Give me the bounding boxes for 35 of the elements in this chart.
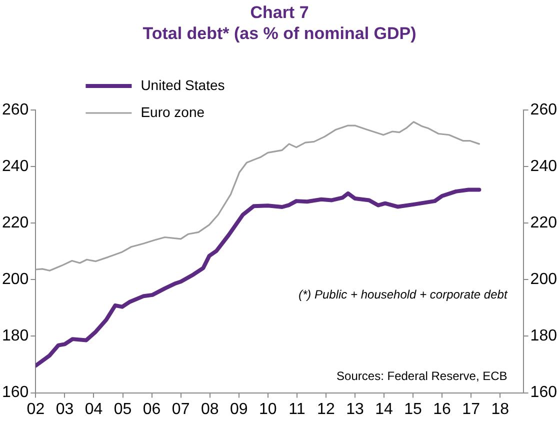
x-tick-label: 06	[142, 400, 161, 418]
x-tick-label: 13	[346, 400, 364, 418]
y2-tick-label: 240	[530, 158, 558, 175]
y2-tick-label: 160	[530, 384, 558, 402]
x-tick-label: 07	[172, 400, 190, 418]
y2-tick-label: 200	[530, 271, 558, 288]
y-tick-label: 220	[2, 214, 29, 232]
y-tick-label: 200	[2, 271, 29, 288]
y-tick-label: 160	[2, 384, 29, 402]
y-tick-label: 180	[2, 328, 29, 345]
legend-label: United States	[140, 76, 225, 93]
legend-label: Euro zone	[140, 104, 205, 120]
x-tick-label: 18	[491, 400, 510, 418]
x-tick-label: 08	[200, 400, 219, 418]
x-tick-label: 14	[375, 400, 393, 418]
x-tick-label: 10	[258, 400, 277, 418]
x-tick-label: 02	[26, 400, 45, 418]
annotation: (*) Public + household + corporate debt	[298, 288, 508, 302]
x-tick-label: 03	[56, 400, 74, 418]
x-tick-label: 17	[462, 400, 480, 418]
x-tick-label: 04	[84, 400, 103, 418]
x-tick-label: 16	[433, 400, 452, 418]
x-tick-label: 11	[288, 400, 306, 418]
y2-tick-label: 180	[530, 328, 558, 345]
x-tick-label: 15	[404, 400, 422, 418]
x-tick-label: 09	[230, 400, 248, 418]
y-tick-label: 260	[2, 101, 29, 118]
y-tick-label: 240	[2, 158, 29, 175]
chart-title: Chart 7	[249, 2, 310, 23]
y2-tick-label: 220	[530, 214, 558, 232]
annotation: Sources: Federal Reserve, ECB	[336, 369, 508, 384]
y2-tick-label: 260	[530, 101, 558, 118]
x-tick-label: 12	[317, 400, 335, 418]
chart-subtitle: Total debt* (as % of nominal GDP)	[142, 23, 418, 44]
x-tick-label: 05	[114, 400, 132, 418]
